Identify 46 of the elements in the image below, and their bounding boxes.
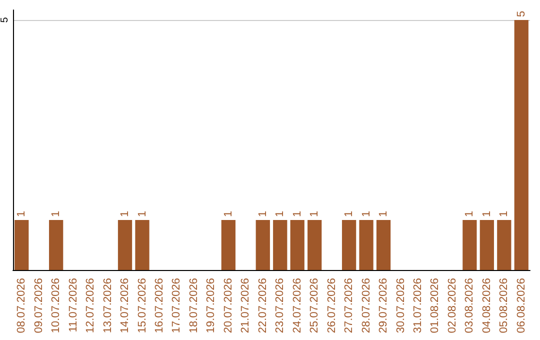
- x-tick-label: 13.07.2026: [102, 278, 114, 334]
- x-tick-label: 14.07.2026: [119, 278, 132, 334]
- x-tick-label: 26.07.2026: [326, 278, 338, 334]
- data-label: 1: [50, 210, 62, 217]
- data-label: 1: [343, 210, 356, 217]
- x-tick-label: 10.07.2026: [50, 278, 62, 334]
- x-tick-label: 01.08.2026: [429, 278, 442, 334]
- x-tick-label: 11.07.2026: [67, 278, 80, 332]
- x-tick-label: 17.07.2026: [170, 278, 183, 334]
- x-tick-label: 24.07.2026: [291, 278, 304, 334]
- data-label: 5: [515, 10, 528, 17]
- x-tick-label: 08.07.2026: [16, 278, 28, 334]
- data-label: 1: [274, 210, 286, 217]
- data-label: 1: [308, 210, 321, 217]
- x-tick-label: 15.07.2026: [136, 278, 148, 334]
- data-label: 1: [136, 210, 148, 217]
- x-tick-label: 19.07.2026: [205, 278, 218, 334]
- x-tick-label: 05.08.2026: [498, 278, 510, 334]
- x-tick-label: 20.07.2026: [222, 278, 234, 334]
- data-label: 1: [464, 210, 476, 217]
- x-tick-label: 02.08.2026: [446, 278, 458, 334]
- x-tick-label: 16.07.2026: [153, 278, 166, 334]
- data-label: 1: [360, 210, 372, 217]
- x-tick-label: 29.07.2026: [378, 278, 390, 334]
- x-tick-label: 06.08.2026: [515, 278, 528, 334]
- data-label: 1: [222, 210, 234, 217]
- x-tick-label: 18.07.2026: [188, 278, 200, 334]
- x-tick-label: 21.07.2026: [240, 278, 252, 334]
- data-label: 1: [498, 210, 510, 217]
- data-label: 1: [378, 210, 390, 217]
- data-label: 1: [291, 210, 304, 217]
- x-tick-label: 03.08.2026: [464, 278, 476, 334]
- data-label: 1: [256, 210, 269, 217]
- x-tick-label: 31.07.2026: [412, 278, 424, 334]
- x-tick-label: 25.07.2026: [308, 278, 321, 334]
- x-tick-label: 09.07.2026: [32, 278, 45, 334]
- x-tick-label: 30.07.2026: [394, 278, 407, 334]
- data-label: 1: [16, 210, 28, 217]
- data-label: 1: [119, 210, 132, 217]
- x-tick-label: 04.08.2026: [480, 278, 493, 334]
- x-tick-label: 22.07.2026: [256, 278, 269, 334]
- x-tick-label: 23.07.2026: [274, 278, 286, 334]
- x-tick-label: 27.07.2026: [343, 278, 356, 334]
- x-tick-label: 12.07.2026: [84, 278, 97, 334]
- x-tick-label: 28.07.2026: [360, 278, 372, 334]
- data-label: 1: [480, 210, 493, 217]
